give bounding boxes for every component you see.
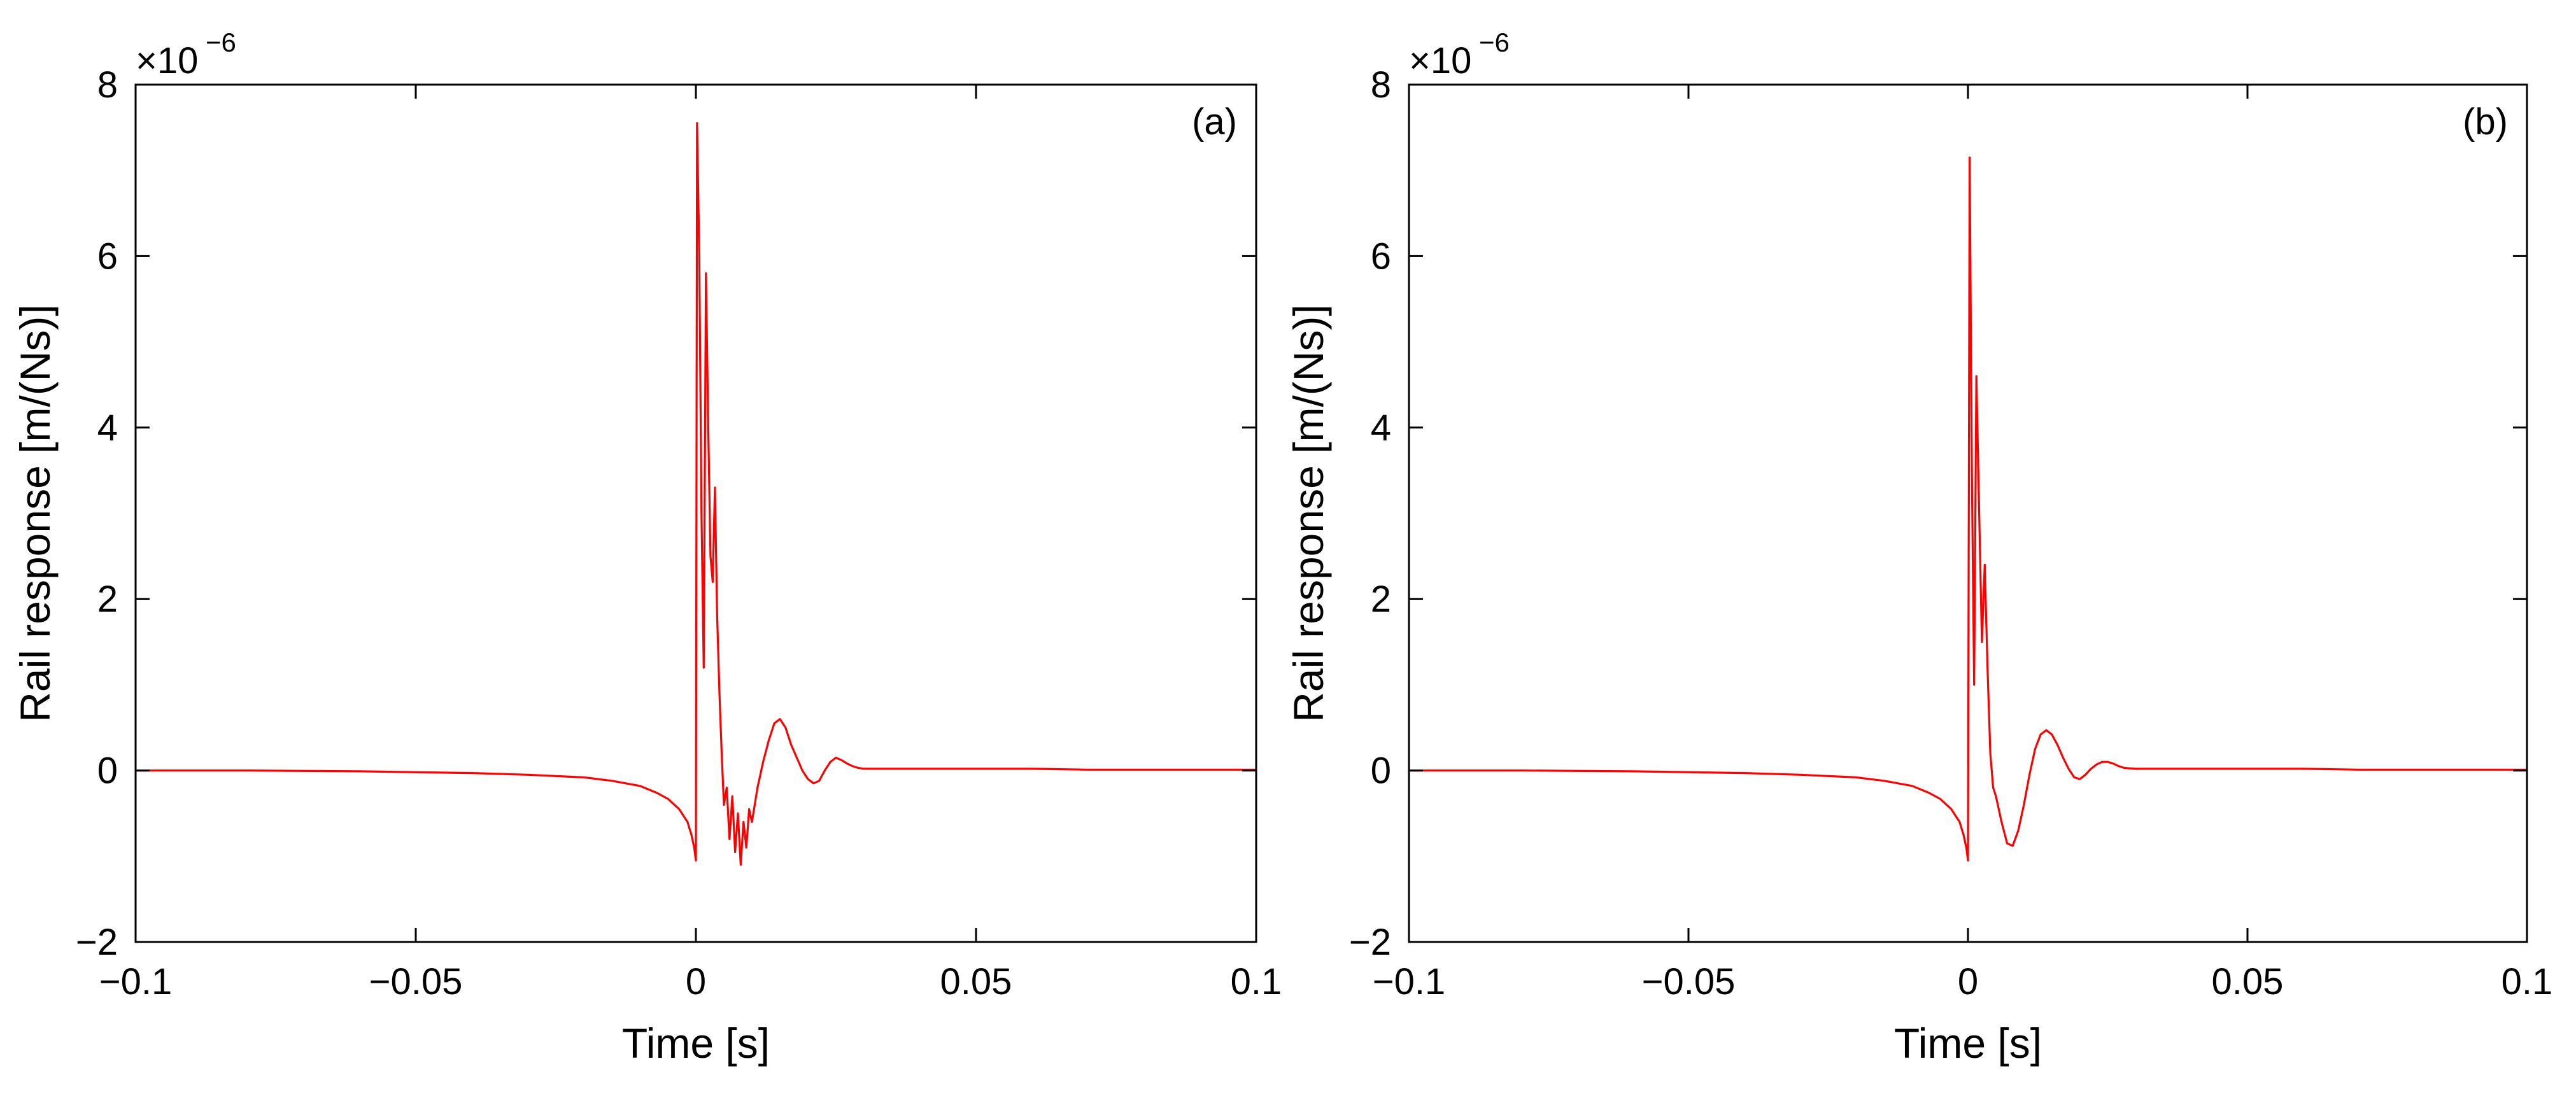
x-tick-label: −0.05	[369, 961, 463, 1002]
y-tick-label: 2	[97, 579, 118, 620]
y-axis-title: Rail response [m/(Ns)]	[1285, 304, 1332, 722]
y-tick-label: −2	[1349, 922, 1391, 963]
x-tick-label: 0.05	[940, 961, 1012, 1002]
y-tick-label: −2	[76, 922, 118, 963]
y-tick-label: 6	[1371, 235, 1391, 277]
series-line	[1409, 156, 2527, 862]
x-tick-label: 0.05	[2212, 961, 2284, 1002]
x-tick-label: 0.1	[1231, 961, 1282, 1002]
y-tick-label: 4	[97, 407, 118, 449]
y-scale-multiplier: ×10	[1409, 40, 1471, 81]
panel-label: (b)	[2463, 101, 2508, 143]
chart-panel-1: −0.1 −0.05 0 0.05 0.1 −2 0 2 4 6 8 Time [s] Rail res…	[11, 27, 1282, 1067]
y-scale-multiplier: ×10	[136, 40, 198, 81]
x-tick-label: −0.05	[1642, 961, 1736, 1002]
y-axis-title: Rail response [m/(Ns)]	[11, 304, 59, 722]
series-line	[136, 122, 1256, 866]
y-tick-label: 4	[1371, 407, 1391, 449]
x-tick-label: −0.1	[99, 961, 173, 1002]
y-tick-label: 6	[97, 235, 118, 277]
x-tick-label: 0	[686, 961, 706, 1002]
y-scale-exponent: −6	[206, 27, 236, 57]
x-axis-title: Time [s]	[1894, 1020, 2042, 1067]
panel-label: (a)	[1192, 101, 1237, 143]
x-axis-title: Time [s]	[622, 1020, 770, 1067]
x-tick-label: −0.1	[1373, 961, 1446, 1002]
y-tick-label: 8	[1371, 64, 1391, 106]
x-tick-label: 0.1	[2502, 961, 2553, 1002]
y-tick-label: 2	[1371, 579, 1391, 620]
x-tick-label: 0	[1958, 961, 1978, 1002]
y-tick-label: 0	[97, 750, 118, 792]
y-tick-label: 0	[1371, 750, 1391, 792]
chart-panel-2: −0.1 −0.05 0 0.05 0.1 −2 0 2 4 6 8 Time [s] Rail res…	[1285, 27, 2552, 1067]
y-tick-label: 8	[97, 64, 118, 106]
y-scale-exponent: −6	[1479, 27, 1510, 57]
